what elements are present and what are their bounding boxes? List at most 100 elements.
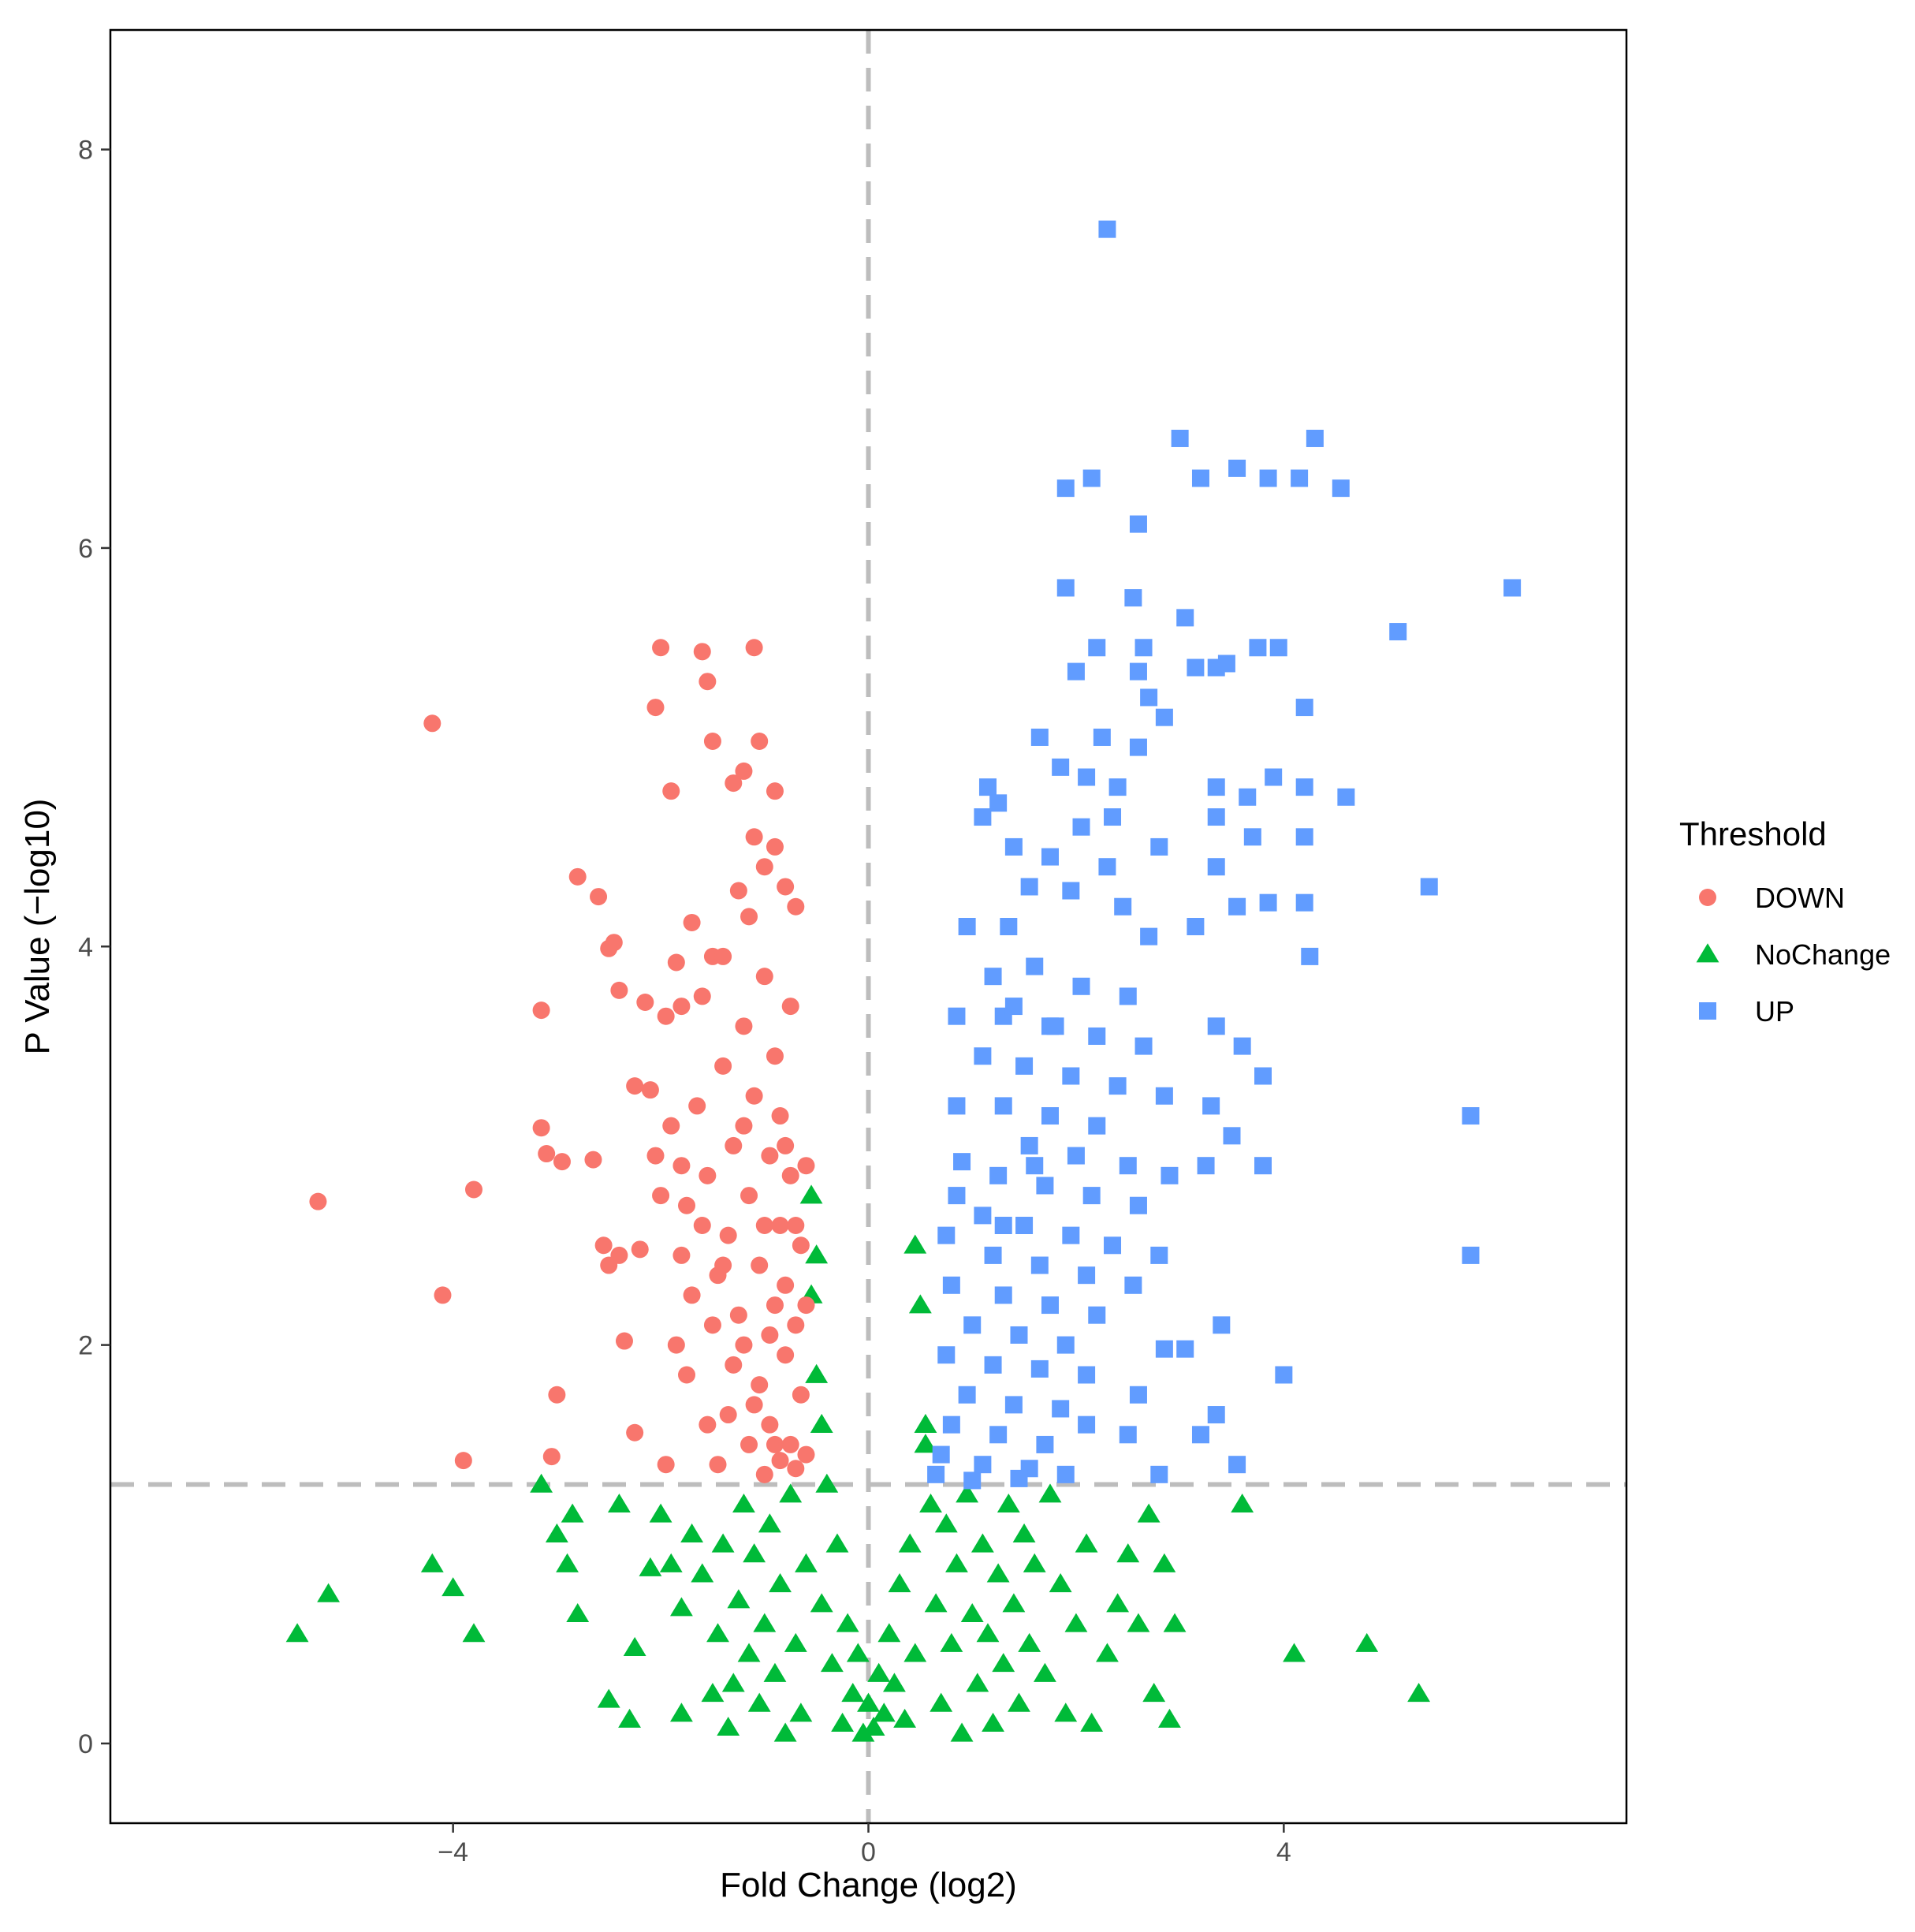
point-nochange [623,1636,646,1656]
point-nochange [810,1413,833,1433]
point-nochange [561,1503,584,1523]
point-up [1140,927,1158,945]
point-up [1052,758,1070,776]
point-down [797,1157,815,1175]
point-down [641,1081,659,1099]
point-nochange [997,1493,1020,1513]
point-up [1207,858,1225,876]
point-up [1155,708,1173,726]
point-up [1056,479,1075,498]
point-nochange [1054,1703,1078,1722]
point-up [1041,848,1059,866]
point-up [1062,1067,1080,1085]
point-down [434,1286,452,1304]
point-nochange [639,1557,662,1576]
point-nochange [1137,1503,1161,1523]
point-up [1140,688,1158,707]
point-nochange [903,1643,927,1662]
point-down [626,1077,644,1095]
point-up [948,1097,966,1115]
point-up [1295,778,1313,796]
point-up [1104,1236,1122,1255]
point-down [787,897,805,916]
point-up [1088,1027,1106,1045]
point-up [1254,1157,1272,1175]
point-down [755,968,773,986]
point-up [994,1217,1012,1234]
point-down [454,1452,472,1470]
point-nochange [659,1553,683,1572]
point-up [1420,878,1438,896]
point-up [1108,778,1127,796]
point-down [693,1217,711,1234]
point-down [771,1452,789,1470]
point-down [667,1336,685,1354]
point-up [927,1465,945,1483]
legend-key-nochange [1696,943,1719,963]
point-down [703,733,721,751]
point-nochange [545,1523,568,1542]
point-down [662,782,680,800]
point-up [1020,878,1038,896]
point-nochange [986,1563,1010,1583]
point-down [792,1236,810,1255]
point-down [714,947,732,965]
point-down [729,882,747,900]
point-down [745,1396,763,1414]
point-up [974,808,992,826]
point-up [1104,808,1122,826]
point-up [1067,662,1085,681]
point-down [797,1445,815,1464]
point-up [1259,893,1277,912]
point-nochange [930,1692,953,1712]
point-up [1275,1366,1293,1384]
point-nochange [862,1716,885,1736]
point-down [688,1097,706,1115]
point-nochange [893,1708,917,1728]
point-up [1462,1246,1480,1264]
point-down [740,1435,758,1453]
point-down [464,1180,482,1199]
point-down [538,1145,556,1163]
point-up [1078,768,1096,786]
point-nochange [763,1662,787,1682]
point-down [636,994,654,1012]
point-up [1124,589,1142,607]
point-down [553,1153,571,1171]
point-up [1082,1187,1101,1205]
point-down [735,762,753,780]
point-nochange [898,1533,922,1553]
point-down [766,1047,784,1065]
point-up [942,1276,960,1294]
point-down [735,1117,753,1135]
point-down [740,908,758,926]
point-down [667,953,685,972]
point-down [693,987,711,1005]
point-down [725,1136,743,1154]
point-nochange [1008,1692,1030,1712]
point-up [1191,1426,1209,1444]
point-down [761,1415,779,1434]
point-down [787,1460,805,1478]
point-nochange [721,1673,745,1692]
point-up [1228,459,1246,477]
point-down [590,888,608,906]
point-down [610,981,628,999]
point-nochange [795,1553,818,1572]
point-nochange [743,1543,766,1563]
point-up [1129,515,1147,533]
point-nochange [820,1653,844,1673]
point-down [532,1001,550,1020]
reference-lines [110,30,1626,1823]
point-down [777,878,795,896]
point-nochange [680,1523,704,1542]
point-down [646,1147,665,1165]
point-nochange [950,1722,974,1742]
point-nochange [618,1708,641,1728]
point-up [953,1153,971,1171]
point-nochange [960,1602,984,1623]
point-down [615,1332,633,1350]
point-nochange [779,1483,803,1503]
point-nochange [831,1712,855,1732]
